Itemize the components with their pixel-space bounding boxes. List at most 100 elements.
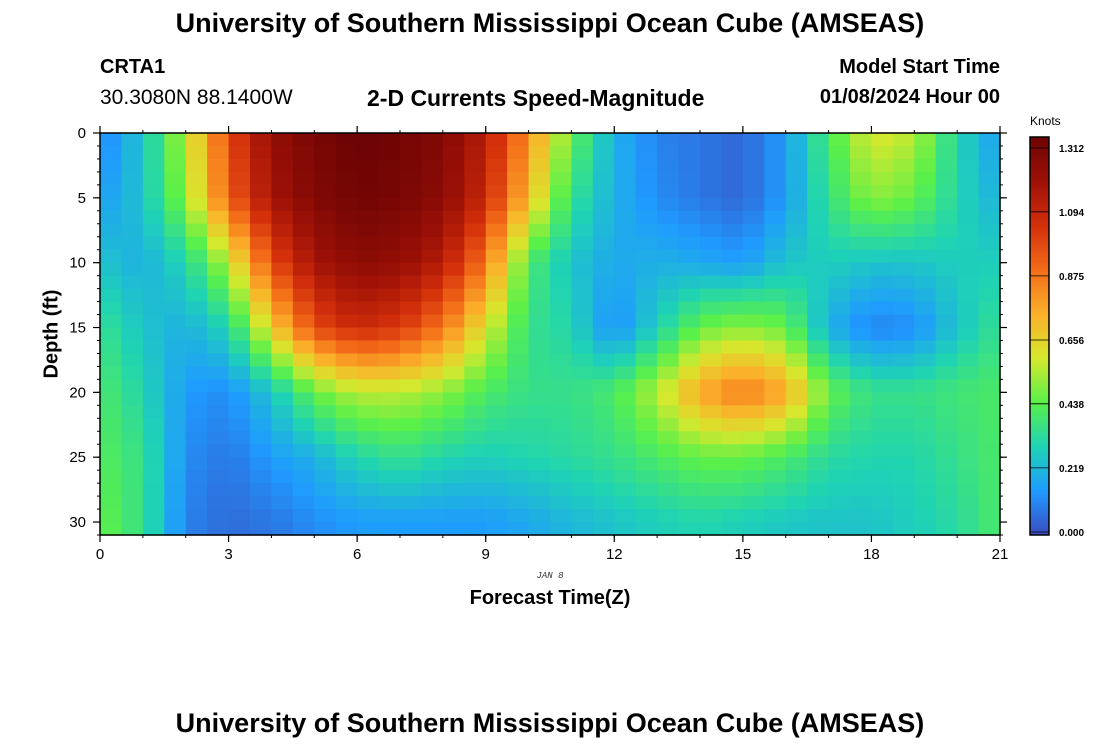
heatmap-cell	[828, 145, 851, 160]
y-tick-label: 5	[78, 190, 86, 207]
heatmap-cell	[207, 522, 230, 536]
heatmap-cell	[614, 340, 637, 355]
heatmap-cell	[528, 197, 551, 212]
heatmap-cell	[828, 249, 851, 264]
heatmap-cell	[614, 133, 637, 147]
heatmap-cell	[314, 366, 337, 380]
heatmap-cell	[614, 379, 637, 393]
heatmap-cell	[100, 392, 123, 406]
heatmap-cell	[871, 457, 894, 471]
heatmap-cell	[592, 197, 615, 212]
heatmap-cell	[228, 392, 251, 406]
heatmap-cell	[785, 210, 808, 225]
heatmap-cell	[764, 418, 787, 432]
heatmap-cell	[978, 353, 1001, 368]
heatmap-cell	[442, 145, 465, 160]
heatmap-cell	[228, 470, 251, 484]
heatmap-cell	[185, 184, 208, 199]
heatmap-cell	[892, 509, 915, 523]
x-tick-label: 6	[353, 546, 361, 563]
heatmap-cell	[657, 366, 680, 380]
heatmap-cell	[571, 418, 594, 432]
heatmap-cell	[700, 288, 723, 303]
heatmap-cell	[678, 262, 701, 277]
heatmap-cell	[678, 275, 701, 290]
heatmap-cell	[828, 314, 851, 329]
heatmap-cell	[550, 457, 573, 471]
heatmap-cell	[228, 327, 251, 342]
heatmap-cell	[635, 366, 658, 380]
heatmap-cell	[121, 522, 144, 536]
heatmap-cell	[657, 509, 680, 523]
heatmap-cell	[807, 223, 830, 238]
heatmap-cell	[957, 392, 980, 406]
heatmap-cell	[142, 210, 165, 225]
heatmap-cell	[914, 418, 937, 432]
heatmap-cell	[485, 262, 508, 277]
heatmap-cell	[678, 210, 701, 225]
heatmap-cell	[550, 249, 573, 264]
heatmap-cell	[978, 301, 1001, 316]
heatmap-cell	[807, 509, 830, 523]
heatmap-cell	[185, 405, 208, 419]
heatmap-cell	[207, 327, 230, 342]
heatmap-cell	[678, 431, 701, 445]
heatmap-cell	[400, 379, 423, 393]
heatmap-cell	[957, 145, 980, 160]
heatmap-cell	[571, 470, 594, 484]
heatmap-cell	[400, 262, 423, 277]
heatmap-cell	[357, 522, 380, 536]
heatmap-cell	[807, 457, 830, 471]
heatmap-cell	[721, 210, 744, 225]
heatmap-cell	[914, 171, 937, 186]
heatmap-cell	[485, 133, 508, 147]
heatmap-cell	[592, 379, 615, 393]
heatmap-cell	[550, 262, 573, 277]
heatmap-cell	[507, 496, 530, 510]
heatmap-cell	[250, 197, 273, 212]
heatmap-cell	[464, 340, 487, 355]
heatmap-cell	[421, 314, 444, 329]
heatmap-cell	[850, 171, 873, 186]
heatmap-cell	[892, 457, 915, 471]
heatmap-cell	[292, 133, 315, 147]
heatmap-cell	[657, 327, 680, 342]
heatmap-cell	[485, 509, 508, 523]
heatmap-cell	[871, 301, 894, 316]
heatmap-cell	[142, 418, 165, 432]
heatmap-cell	[164, 197, 187, 212]
heatmap-cell	[807, 145, 830, 160]
heatmap-cell	[850, 133, 873, 147]
heatmap-cell	[807, 133, 830, 147]
heatmap-cell	[742, 392, 765, 406]
heatmap-cell	[507, 366, 530, 380]
heatmap-cell	[250, 301, 273, 316]
heatmap-cell	[935, 418, 958, 432]
heatmap-cell	[914, 301, 937, 316]
heatmap-cell	[185, 470, 208, 484]
y-tick-label: 30	[69, 514, 86, 531]
heatmap-cell	[957, 262, 980, 277]
heatmap-cell	[635, 444, 658, 458]
heatmap-cell	[378, 275, 401, 290]
heatmap-cell	[121, 379, 144, 393]
heatmap-cell	[250, 509, 273, 523]
heatmap-cell	[935, 210, 958, 225]
heatmap-cell	[892, 197, 915, 212]
heatmap-cell	[335, 288, 358, 303]
heatmap-cell	[785, 405, 808, 419]
heatmap-cell	[807, 366, 830, 380]
heatmap-cell	[892, 314, 915, 329]
heatmap-cell	[550, 353, 573, 368]
heatmap-cell	[850, 314, 873, 329]
heatmap-cell	[635, 496, 658, 510]
heatmap-cell	[464, 418, 487, 432]
heatmap-cell	[207, 133, 230, 147]
heatmap-cell	[357, 184, 380, 199]
heatmap-cell	[935, 392, 958, 406]
heatmap-cell	[378, 392, 401, 406]
heatmap-cell	[378, 470, 401, 484]
heatmap-cell	[978, 366, 1001, 380]
heatmap-cell	[464, 379, 487, 393]
heatmap-cell	[850, 366, 873, 380]
